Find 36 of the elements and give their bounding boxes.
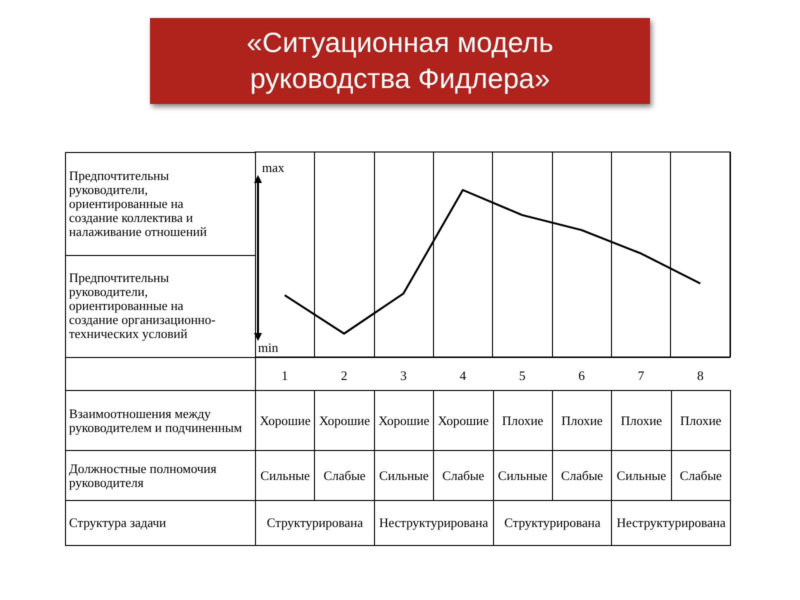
text: Слабые (552, 450, 612, 501)
text: Хорошие (433, 390, 494, 451)
text: Слабые (314, 450, 375, 501)
x-tick-label: 7 (638, 368, 645, 383)
x-tick-label: 6 (578, 368, 586, 383)
chart-title: «Ситуационная модель руководства Фидлера» (150, 18, 650, 104)
x-tick-label: 3 (400, 368, 407, 383)
text: Предпочтительны руководители, ориентированные на создание коллектива и налаживание отношений (65, 152, 256, 256)
text: Плохие (611, 390, 672, 451)
text: Слабые (670, 450, 731, 501)
text: Плохие (492, 390, 553, 451)
text: Предпочтительны руководители, ориентированные на создание организационно-технических условий (65, 254, 256, 358)
x-tick-label: 2 (340, 368, 348, 383)
text: max (262, 160, 284, 176)
x-tick-label: 5 (518, 368, 526, 383)
text: Сильные (492, 450, 553, 501)
text: Сильные (255, 450, 316, 501)
annotation: min (258, 340, 278, 356)
x-tick-label: 1 (281, 368, 288, 383)
text: Плохие (670, 390, 731, 451)
x-tick-label: 4 (460, 368, 467, 383)
text: Хорошие (374, 390, 434, 451)
text: Структура задачи (65, 500, 256, 546)
text: Хорошие (314, 390, 375, 451)
text: Слабые (433, 450, 494, 501)
text: Взаимоотношения между руководителем и подчиненным (65, 390, 256, 451)
text: Неструктурирована (611, 500, 731, 546)
text: Структурирована (255, 500, 375, 546)
text: Структурирована (492, 500, 612, 546)
text: Должностные полномочия руководителя (65, 450, 256, 501)
text: Сильные (374, 450, 434, 501)
x-tick-label: 8 (697, 368, 704, 383)
text: Хорошие (255, 390, 316, 451)
text: Сильные (611, 450, 672, 501)
text: Плохие (552, 390, 612, 451)
text: Неструктурирована (374, 500, 494, 546)
